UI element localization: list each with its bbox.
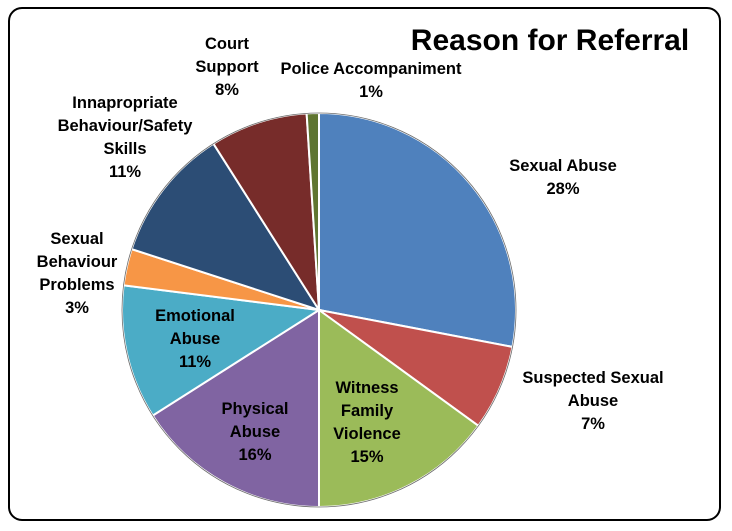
slice-label: Physical Abuse 16% (222, 400, 289, 464)
slice-label-line: 28% (546, 180, 579, 198)
slice-label: Suspected Sexual Abuse 7% (522, 369, 663, 433)
slice-labels: Sexual Abuse 28% Suspected Sexual Abuse 7% Wi… (37, 35, 664, 466)
slice-label-line: Problems (39, 276, 114, 294)
slice-label-line: Abuse (568, 392, 618, 410)
pie-outline (121, 112, 517, 508)
slice-label-line: Sexual Abuse (509, 157, 617, 175)
slice-label-line: Skills (103, 140, 146, 158)
slice-label-line: Police Accompaniment (281, 60, 462, 78)
slice-label-line: 1% (359, 83, 383, 101)
slice-label-line: Support (195, 58, 259, 76)
slice-label-line: Witness (335, 379, 398, 397)
slice-label: Sexual Behaviour Problems 3% (37, 230, 118, 317)
slice-label-line: 8% (215, 81, 239, 99)
slice-label-line: 11% (109, 163, 141, 181)
slice-label: Witness Family Violence 15% (333, 379, 401, 466)
slice-label-line: Innapropriate (72, 94, 177, 112)
slice-label-line: 3% (65, 299, 89, 317)
slice-label-line: Physical (222, 400, 289, 418)
slice-label-line: Abuse (170, 330, 220, 348)
slice-label-line: Emotional (155, 307, 235, 325)
chart-title: Reason for Referral (411, 24, 689, 57)
pie-slices (121, 111, 517, 509)
slice-label-line: Behaviour/Safety (58, 117, 194, 135)
slice-label: Police Accompaniment 1% (281, 60, 462, 101)
slice-label-line: Violence (333, 425, 401, 443)
slice-label-line: Sexual (50, 230, 103, 248)
slice-label: Sexual Abuse 28% (509, 157, 617, 198)
pie-slice-sexual-abuse (318, 111, 517, 349)
slice-label-line: Abuse (230, 423, 280, 441)
slice-label-line: Suspected Sexual (522, 369, 663, 387)
slice-label-line: 16% (238, 446, 271, 464)
slice-label-line: 7% (581, 415, 605, 433)
slice-label: Emotional Abuse 11% (155, 307, 235, 371)
slice-label-line: Family (341, 402, 394, 420)
slice-label: Innapropriate Behaviour/Safety Skills 11% (58, 94, 194, 181)
slice-label: Court Support 8% (195, 35, 259, 99)
slice-label-line: 15% (350, 448, 383, 466)
slice-label-line: Court (205, 35, 249, 53)
slice-label-line: Behaviour (37, 253, 118, 271)
slice-label-line: 11% (179, 353, 211, 371)
